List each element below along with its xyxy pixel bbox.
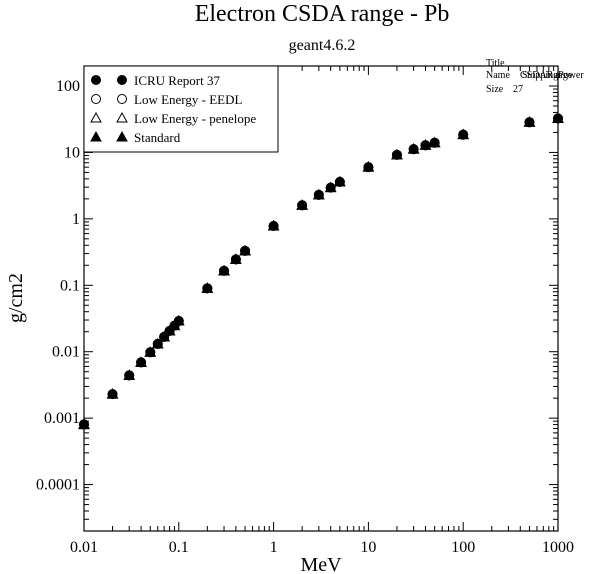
data-point-filled-circle	[124, 370, 135, 381]
y-tick-label: 0.01	[52, 344, 80, 361]
legend-label: Low Energy - penelope	[134, 111, 256, 126]
annotation-name-value-2: StoppingPower	[522, 70, 584, 81]
annotation-name-label: Name	[486, 70, 510, 81]
data-markers	[78, 112, 564, 430]
data-point-filled-circle	[429, 137, 440, 148]
legend-box	[83, 65, 279, 153]
chart-subtitle: geant4.6.2	[289, 37, 356, 54]
y-tick-label: 100	[56, 78, 80, 95]
legend-marker-filled-circle	[117, 75, 127, 85]
legend-marker-filled-triangle	[90, 130, 102, 142]
data-point-filled-circle	[268, 221, 279, 232]
legend-label: ICRU Report 37	[134, 73, 220, 88]
data-point-filled-circle	[297, 200, 308, 211]
legend-marker-open-circle	[91, 94, 101, 104]
data-point-filled-circle	[334, 176, 345, 187]
chart-title: Electron CSDA range - Pb	[195, 1, 450, 27]
data-point-filled-circle	[363, 162, 374, 173]
x-axis-label: MeV	[300, 554, 342, 574]
data-point-filled-circle	[240, 245, 251, 256]
y-tick-label: 0.0001	[36, 477, 80, 494]
data-point-filled-circle	[408, 144, 419, 155]
data-point-filled-circle	[107, 389, 118, 400]
y-tick-label: 0.1	[60, 277, 80, 294]
legend-items: ICRU Report 37 Low Energy - EEDL Low Energ…	[90, 73, 256, 145]
plot-frame	[83, 65, 559, 532]
data-point-filled-circle	[313, 189, 324, 200]
x-tick-label: 1000	[542, 539, 574, 556]
data-point-filled-circle	[420, 140, 431, 151]
legend-marker-filled-triangle	[116, 130, 128, 142]
data-point-filled-circle	[458, 129, 469, 140]
data-point-filled-circle	[325, 182, 336, 193]
data-point-filled-circle	[202, 283, 213, 294]
legend-label: Low Energy - EEDL	[134, 92, 242, 107]
annotation-size-label: Size	[486, 84, 504, 95]
data-point-filled-circle	[230, 254, 241, 265]
annotation-title-label: Title	[486, 58, 505, 69]
legend-marker-open-triangle	[116, 111, 128, 123]
legend-marker-filled-circle	[91, 75, 101, 85]
legend-marker-open-circle	[117, 94, 127, 104]
data-point-filled-circle	[145, 347, 156, 358]
data-point-filled-circle	[524, 117, 535, 128]
annotation-name-value: CSDARange	[520, 70, 573, 81]
axis-tick-labels: 0.01 0.1 1 10 100 1000 0.0001 0.001 0.01 0.1 1 10 10…	[36, 78, 574, 556]
y-tick-label: 1	[72, 211, 80, 228]
x-tick-label: 0.1	[169, 539, 189, 556]
x-tick-label: 1	[270, 539, 278, 556]
y-tick-label: 10	[64, 144, 80, 161]
data-point-filled-circle	[159, 331, 170, 342]
x-tick-label: 0.01	[70, 539, 98, 556]
data-point-filled-circle	[173, 315, 184, 326]
y-axis-label: g/cm2	[5, 273, 27, 323]
annotation-size-value: 27	[513, 84, 523, 95]
x-tick-label: 100	[451, 539, 475, 556]
legend: ICRU Report 37 Low Energy - EEDL Low Energ…	[83, 65, 279, 153]
data-point-filled-circle	[152, 338, 163, 349]
legend-marker-open-triangle	[90, 111, 102, 123]
info-annotation: Title Name CSDARange StoppingPower Size …	[486, 58, 584, 95]
data-point-filled-circle	[553, 113, 563, 124]
data-point-filled-circle	[79, 419, 89, 430]
data-point-filled-circle	[219, 265, 230, 276]
x-tick-label: 10	[360, 539, 376, 556]
data-point-filled-circle	[136, 357, 147, 368]
y-tick-label: 0.001	[44, 410, 80, 427]
legend-label: Standard	[134, 130, 181, 145]
data-point-filled-circle	[391, 149, 402, 160]
